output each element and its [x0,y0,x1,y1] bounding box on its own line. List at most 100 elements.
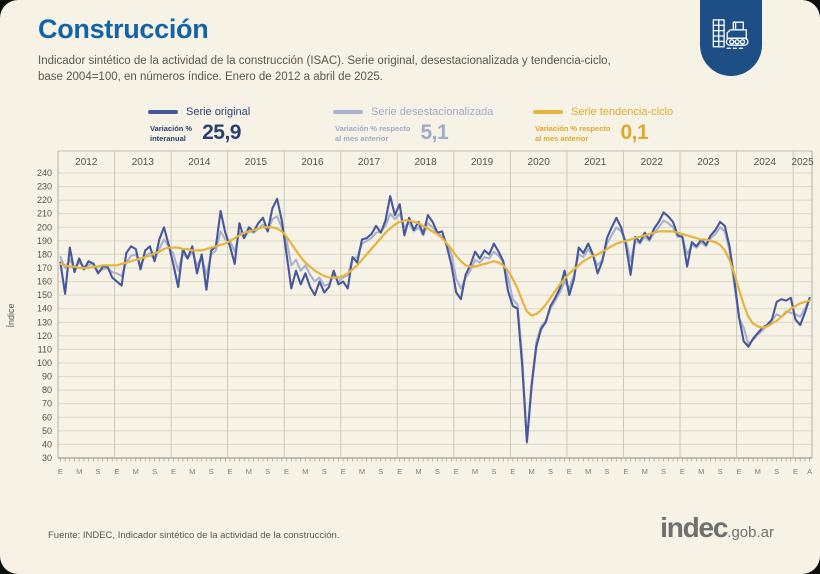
svg-text:E: E [623,467,628,476]
svg-text:230: 230 [37,182,52,192]
svg-text:E: E [284,467,289,476]
svg-text:E: E [736,467,741,476]
svg-text:110: 110 [38,344,52,354]
legend-value-tendencia: 0,1 [620,121,649,144]
indec-logo-suffix: .gob.ar [727,524,774,541]
legend-metric-desestacionalizada: Variación % respecto al mes anterior [335,124,411,143]
construction-badge [700,0,762,76]
svg-text:M: M [415,467,421,476]
construction-icon [712,19,749,49]
svg-text:M: M [755,467,761,476]
chart-legend: Serie original Variación % interanual 25… [0,106,820,152]
svg-text:50: 50 [42,426,52,436]
svg-text:S: S [378,467,383,476]
svg-text:E: E [510,467,515,476]
svg-text:E: E [680,467,685,476]
svg-text:2021: 2021 [584,157,607,168]
indec-logo: indec .gob.ar [660,512,774,544]
svg-text:M: M [585,467,591,476]
svg-text:E: E [397,467,402,476]
svg-text:M: M [189,467,195,476]
svg-text:220: 220 [37,195,52,205]
legend-swatch-desestacionalizada [333,110,363,114]
svg-text:90: 90 [42,372,52,382]
svg-text:S: S [548,467,553,476]
svg-text:S: S [491,467,496,476]
svg-text:E: E [58,467,63,476]
subtitle-line-1: Indicador sintético de la actividad de l… [38,55,611,67]
page-subtitle: Indicador sintético de la actividad de l… [38,53,611,85]
svg-text:70: 70 [42,399,52,409]
legend-swatch-original [148,110,178,114]
svg-text:2017: 2017 [358,157,381,168]
svg-text:2022: 2022 [641,157,664,168]
legend-value-desestacionalizada: 5,1 [420,121,449,144]
svg-text:120: 120 [37,331,52,341]
legend-label-desestacionalizada: Serie desestacionalizada [371,106,494,118]
svg-text:210: 210 [37,209,52,219]
legend-metric-original: Variación % interanual [150,124,193,143]
subtitle-line-2: base 2004=100, en números índice. Enero … [38,71,383,84]
svg-text:E: E [341,467,346,476]
legend-item-tendencia: Serie tendencia-ciclo Variación % respec… [533,106,673,145]
svg-text:M: M [698,467,704,476]
svg-text:E: E [567,467,572,476]
svg-text:M: M [528,467,534,476]
svg-text:200: 200 [37,222,52,232]
svg-text:100: 100 [37,358,52,368]
svg-text:S: S [774,467,779,476]
svg-text:2023: 2023 [697,157,720,168]
svg-text:180: 180 [37,249,52,259]
svg-text:E: E [454,467,459,476]
legend-metric-tendencia: Variación % respecto al mes anterior [535,124,611,143]
svg-text:S: S [96,467,101,476]
legend-value-original: 25,9 [202,121,241,144]
legend-item-desestacionalizada: Serie desestacionalizada Variación % res… [333,106,493,145]
svg-text:S: S [322,467,327,476]
svg-text:M: M [359,467,365,476]
svg-text:2020: 2020 [528,157,551,168]
svg-text:S: S [604,467,609,476]
svg-text:E: E [793,467,798,476]
svg-text:M: M [302,467,308,476]
svg-text:2012: 2012 [75,157,98,168]
svg-text:150: 150 [37,290,52,300]
svg-text:Índice: Índice [6,303,16,327]
svg-text:2016: 2016 [301,157,324,168]
legend-label-tendencia: Serie tendencia-ciclo [571,106,674,118]
svg-text:E: E [171,467,176,476]
svg-text:2025: 2025 [791,157,814,168]
svg-text:S: S [152,467,157,476]
svg-text:160: 160 [37,277,52,287]
svg-text:30: 30 [42,453,52,463]
legend-item-original: Serie original Variación % interanual 25… [148,106,250,145]
svg-text:140: 140 [37,304,52,314]
svg-text:40: 40 [42,439,52,449]
indec-logo-main: indec [660,512,728,543]
svg-text:M: M [642,467,648,476]
svg-text:S: S [661,467,666,476]
svg-text:2015: 2015 [245,157,268,168]
source-note: Fuente: INDEC, Indicador sintético de la… [48,530,340,541]
svg-text:S: S [265,467,270,476]
svg-text:S: S [209,467,214,476]
svg-text:2014: 2014 [188,157,211,168]
svg-text:M: M [76,467,82,476]
legend-label-original: Serie original [186,106,251,118]
svg-text:80: 80 [42,385,52,395]
page-title: Construcción [38,14,209,44]
svg-text:170: 170 [37,263,52,273]
svg-text:E: E [227,467,232,476]
svg-text:A: A [807,467,812,476]
svg-text:S: S [435,467,440,476]
svg-text:2019: 2019 [471,157,494,168]
svg-text:190: 190 [37,236,52,246]
svg-text:E: E [114,467,119,476]
svg-text:M: M [246,467,252,476]
svg-text:2013: 2013 [132,157,155,168]
svg-text:2018: 2018 [414,157,437,168]
svg-text:130: 130 [37,317,52,327]
svg-text:M: M [133,467,139,476]
